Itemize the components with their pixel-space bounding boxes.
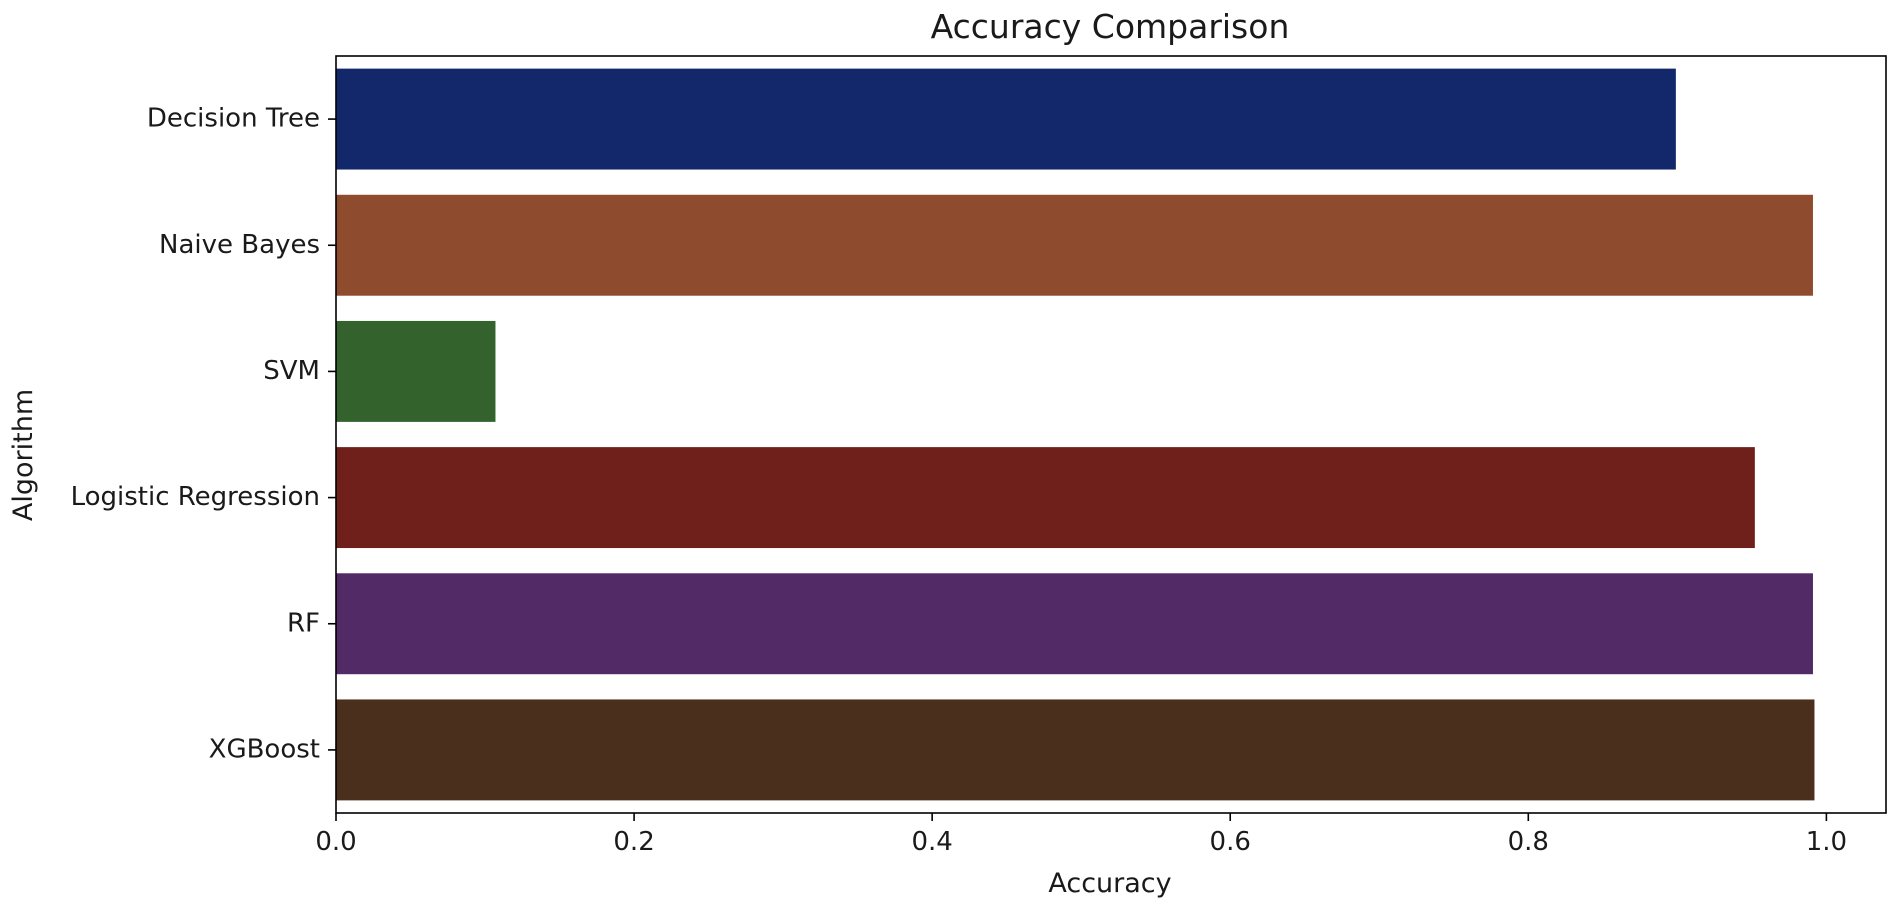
x-tick-label: 0.8 <box>1508 827 1549 857</box>
y-tick-label-svm: SVM <box>263 356 320 386</box>
y-tick-label-xgboost: XGBoost <box>209 734 320 764</box>
bar-logistic-regression <box>336 447 1755 549</box>
y-tick-label-rf: RF <box>287 608 320 638</box>
chart-title: Accuracy Comparison <box>931 7 1290 46</box>
bars-group <box>336 68 1815 801</box>
bar-decision-tree <box>336 68 1676 170</box>
x-tick-label: 0.6 <box>1210 827 1251 857</box>
x-tick-label: 0.2 <box>613 827 654 857</box>
y-tick-label-decision-tree: Decision Tree <box>147 104 320 134</box>
y-tick-label-naive-bayes: Naive Bayes <box>159 230 320 260</box>
bar-naive-bayes <box>336 194 1813 296</box>
y-axis-label: Algorithm <box>8 389 39 521</box>
x-axis-label: Accuracy <box>1048 868 1171 899</box>
x-tick-label: 0.0 <box>315 827 356 857</box>
bar-svm <box>336 320 496 422</box>
y-axis: Decision Tree Naive Bayes SVM Logistic Regr… <box>71 104 336 764</box>
y-tick-label-logistic-regression: Logistic Regression <box>71 482 320 512</box>
x-tick-label: 0.4 <box>911 827 952 857</box>
plot-frame <box>335 55 1887 814</box>
x-tick-label: 1.0 <box>1806 827 1847 857</box>
bar-rf <box>336 573 1813 675</box>
bar-xgboost <box>336 699 1815 801</box>
x-axis: 0.0 0.2 0.4 0.6 0.8 1.0 <box>315 813 1847 857</box>
